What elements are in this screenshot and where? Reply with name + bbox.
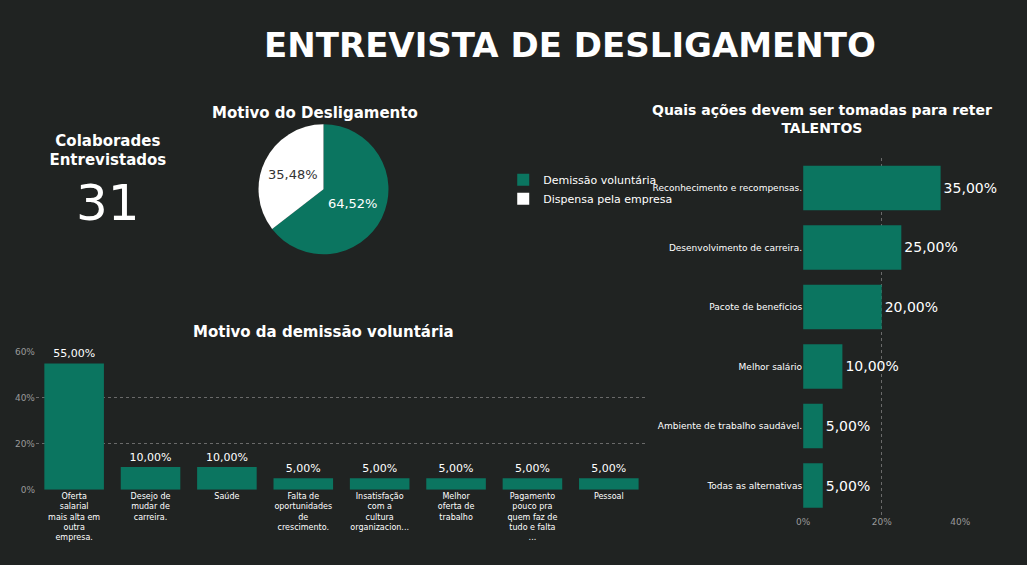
svg-text:5,00%: 5,00%	[439, 462, 474, 475]
svg-text:0%: 0%	[796, 517, 811, 527]
svg-text:ColaboradesEntrevistados: ColaboradesEntrevistados	[49, 132, 166, 170]
svg-text:20%: 20%	[872, 517, 892, 527]
svg-text:ENTREVISTA DE DESLIGAMENTO: ENTREVISTA DE DESLIGAMENTO	[264, 25, 876, 65]
svg-text:Saúde: Saúde	[214, 492, 239, 501]
svg-text:55,00%: 55,00%	[53, 347, 95, 360]
svg-text:Pacote de benefícios: Pacote de benefícios	[709, 302, 802, 312]
svg-text:20%: 20%	[15, 439, 35, 449]
svg-text:35,00%: 35,00%	[944, 180, 997, 196]
svg-text:5,00%: 5,00%	[515, 462, 550, 475]
svg-text:5,00%: 5,00%	[591, 462, 626, 475]
svg-text:Reconhecimento e recompensas.: Reconhecimento e recompensas.	[653, 183, 803, 193]
svg-text:Motivo do Desligamento: Motivo do Desligamento	[212, 104, 418, 122]
svg-text:Melhoroferta detrabalho: Melhoroferta detrabalho	[438, 492, 475, 522]
svg-text:Pessoal: Pessoal	[594, 492, 624, 501]
svg-text:5,00%: 5,00%	[826, 418, 870, 434]
svg-text:10,00%: 10,00%	[845, 358, 898, 374]
svg-text:10,00%: 10,00%	[206, 451, 248, 464]
svg-text:Dispensa pela empresa: Dispensa pela empresa	[543, 193, 672, 206]
svg-text:Falta deoportunidadesdecrescim: Falta deoportunidadesdecrescimento.	[274, 492, 332, 532]
svg-text:35,48%: 35,48%	[268, 167, 318, 182]
svg-text:5,00%: 5,00%	[826, 478, 870, 494]
svg-text:64,52%: 64,52%	[328, 196, 378, 211]
svg-text:Insatisfaçãocom aculturaorgani: Insatisfaçãocom aculturaorganizacion...	[350, 492, 409, 532]
svg-text:0%: 0%	[21, 485, 36, 495]
svg-text:60%: 60%	[15, 347, 35, 357]
svg-text:Todas as alternativas: Todas as alternativas	[706, 481, 802, 491]
svg-text:40%: 40%	[15, 393, 35, 403]
svg-text:5,00%: 5,00%	[286, 462, 321, 475]
svg-text:Quais ações devem ser tomadas: Quais ações devem ser tomadas para reter…	[652, 102, 992, 136]
svg-text:Ofertasalarialmais alta emoutr: Ofertasalarialmais alta emoutraempresa.	[48, 492, 100, 543]
svg-text:5,00%: 5,00%	[362, 462, 397, 475]
svg-text:Ambiente de trabalho saudável.: Ambiente de trabalho saudável.	[658, 421, 802, 431]
svg-text:Motivo da demissão voluntária: Motivo da demissão voluntária	[193, 323, 454, 341]
svg-text:31: 31	[76, 174, 140, 232]
svg-text:20,00%: 20,00%	[885, 299, 938, 315]
svg-text:Desejo demudar decarreira.: Desejo demudar decarreira.	[131, 492, 171, 522]
svg-text:25,00%: 25,00%	[904, 239, 957, 255]
svg-text:Demissão voluntária: Demissão voluntária	[543, 174, 656, 187]
svg-text:Melhor salário: Melhor salário	[739, 362, 803, 372]
svg-text:Desenvolvimento de carreira.: Desenvolvimento de carreira.	[669, 243, 802, 253]
svg-text:Pagamentopouco praquem faz det: Pagamentopouco praquem faz detudo e falt…	[507, 492, 557, 543]
svg-text:10,00%: 10,00%	[130, 451, 172, 464]
svg-text:40%: 40%	[950, 517, 970, 527]
